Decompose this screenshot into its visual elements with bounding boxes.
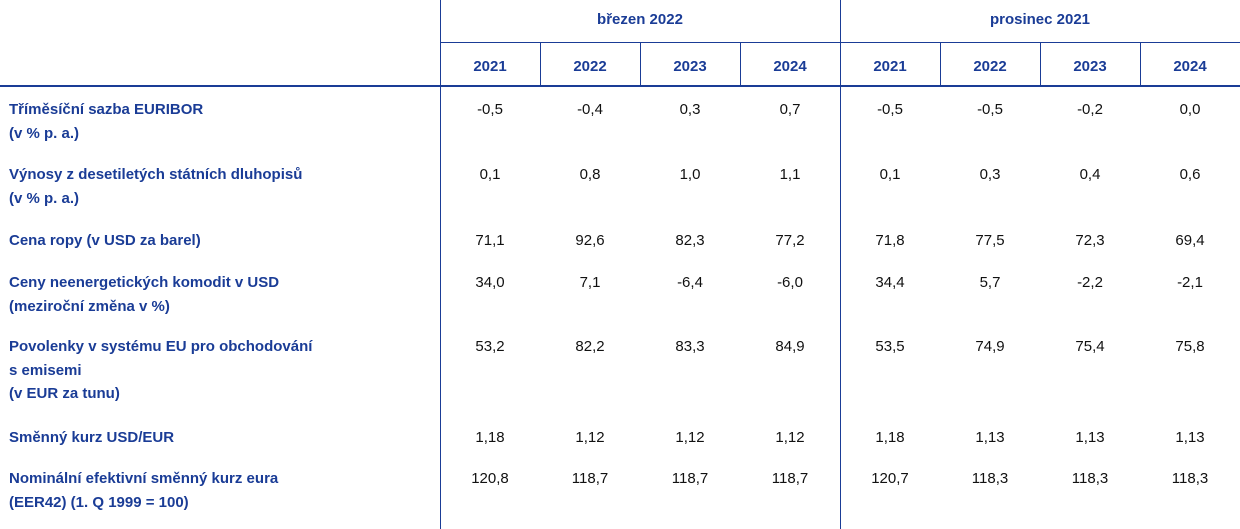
cell-value: 118,3 [971, 470, 1009, 487]
row-label: s emisemi [9, 361, 82, 379]
divider [1040, 42, 1041, 85]
row-label: Cena ropy (v USD za barel) [9, 232, 201, 249]
row-label: Směnný kurz USD/EUR [9, 429, 175, 446]
cell-value: -0,5 [877, 101, 903, 118]
year-header: 2022 [973, 58, 1007, 75]
cell-value: 77,5 [975, 232, 1005, 249]
cell-value: 82,3 [675, 232, 705, 249]
cell-value: 118,3 [1071, 470, 1109, 487]
cell-value: -6,4 [677, 274, 703, 291]
cell-value: 75,4 [1075, 338, 1105, 355]
cell-value: 1,13 [1175, 429, 1205, 446]
group-header: prosinec 2021 [989, 11, 1091, 28]
cell-value: 77,2 [775, 232, 805, 249]
row-label: (meziroční změna v %) [9, 297, 170, 315]
cell-value: 120,7 [871, 470, 909, 487]
cell-value: 118,7 [671, 470, 709, 487]
year-header: 2023 [673, 58, 707, 75]
cell-value: 71,1 [475, 232, 505, 249]
cell-value: 0,4 [1079, 166, 1101, 183]
divider [1140, 42, 1141, 85]
year-header: 2024 [1173, 58, 1207, 75]
cell-value: 75,8 [1175, 338, 1205, 355]
cell-value: 118,3 [1171, 470, 1209, 487]
year-header: 2021 [873, 58, 907, 75]
cell-value: 118,7 [771, 470, 809, 487]
divider [440, 42, 1240, 43]
cell-value: 34,4 [875, 274, 905, 291]
cell-value: 1,13 [975, 429, 1005, 446]
cell-value: 0,1 [479, 166, 501, 183]
cell-value: 7,1 [579, 274, 601, 291]
cell-value: 69,4 [1175, 232, 1205, 249]
cell-value: -0,2 [1077, 101, 1103, 118]
cell-value: 0,7 [779, 101, 801, 118]
cell-value: 1,1 [779, 166, 801, 183]
cell-value: 1,0 [679, 166, 701, 183]
cell-value: 92,6 [575, 232, 605, 249]
cell-value: 0,6 [1179, 166, 1201, 183]
divider [640, 42, 641, 85]
year-header: 2023 [1073, 58, 1107, 75]
cell-value: -0,4 [577, 101, 603, 118]
cell-value: 1,12 [575, 429, 605, 446]
cell-value: 120,8 [471, 470, 509, 487]
cell-value: 53,5 [875, 338, 905, 355]
row-label: Výnosy z desetiletých státních dluhopisů [9, 166, 303, 183]
row-label: (v EUR za tunu) [9, 385, 120, 402]
cell-value: -2,1 [1177, 274, 1203, 291]
divider [940, 42, 941, 85]
row-label: (EER42) (1. Q 1999 = 100) [9, 493, 189, 511]
cell-value: -0,5 [477, 101, 503, 118]
cell-value: 72,3 [1075, 232, 1105, 249]
cell-value: 1,13 [1075, 429, 1105, 446]
cell-value: 0,8 [579, 166, 601, 183]
row-label: Tříměsíční sazba EURIBOR [9, 101, 204, 118]
cell-value: 1,12 [775, 429, 805, 446]
cell-value: 84,9 [775, 338, 805, 355]
cell-value: 1,18 [875, 429, 905, 446]
year-header: 2021 [473, 58, 507, 75]
cell-value: 53,2 [475, 338, 505, 355]
group-header: březen 2022 [597, 11, 683, 28]
year-header: 2024 [773, 58, 807, 75]
row-label: Nominální efektivní směnný kurz eura [9, 470, 279, 487]
cell-value: 71,8 [875, 232, 905, 249]
row-label: (v % p. a.) [9, 189, 80, 207]
cell-value: 118,7 [571, 470, 609, 487]
cell-value: 83,3 [675, 338, 705, 355]
cell-value: -6,0 [777, 274, 803, 291]
cell-value: 0,3 [679, 101, 701, 118]
cell-value: 34,0 [475, 274, 505, 291]
cell-value: 82,2 [575, 338, 605, 355]
cell-value: -2,2 [1077, 274, 1103, 291]
divider [840, 0, 841, 529]
divider [540, 42, 541, 85]
row-label: Ceny neenergetických komodit v USD [9, 274, 280, 291]
row-label: Povolenky v systému EU pro obchodování [9, 338, 313, 355]
row-label: (v % p. a.) [9, 124, 80, 142]
cell-value: 1,12 [675, 429, 705, 446]
cell-value: 74,9 [975, 338, 1005, 355]
year-header: 2022 [573, 58, 607, 75]
cell-value: 1,18 [475, 429, 505, 446]
cell-value: 0,3 [979, 166, 1001, 183]
divider [0, 85, 1240, 87]
cell-value: 0,1 [879, 166, 901, 183]
divider [440, 0, 441, 529]
cell-value: 0,0 [1179, 101, 1201, 118]
cell-value: -0,5 [977, 101, 1003, 118]
divider [740, 42, 741, 85]
cell-value: 5,7 [979, 274, 1001, 291]
